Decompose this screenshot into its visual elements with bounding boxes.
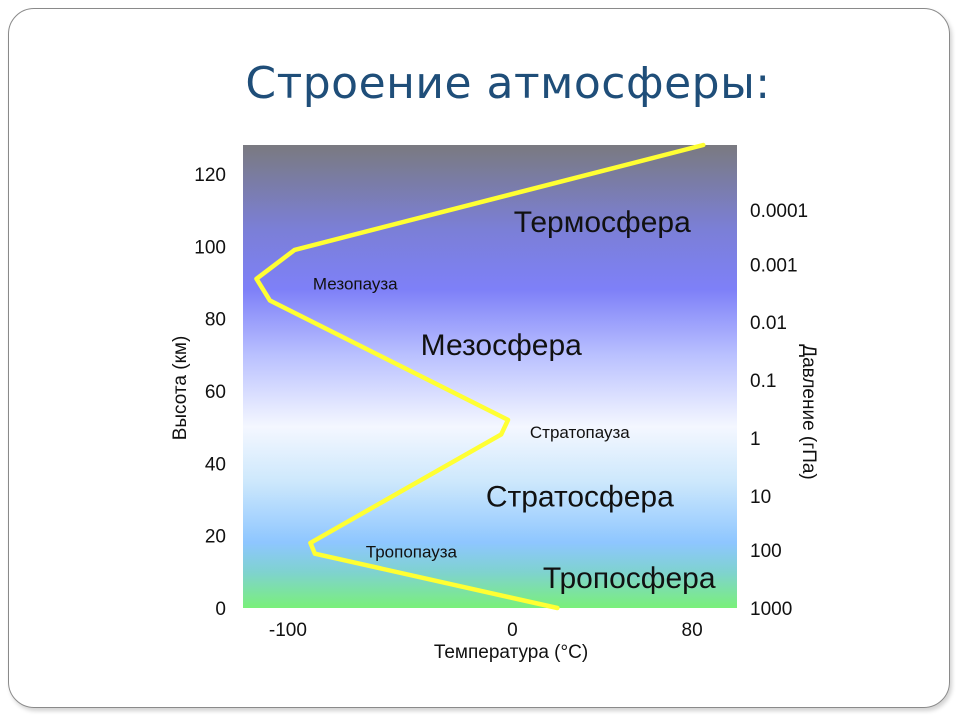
y-tick-label: 60 bbox=[205, 382, 226, 403]
pressure-tick-label: 1 bbox=[750, 429, 761, 450]
layer-label: Тропосфера bbox=[543, 562, 716, 595]
layer-label: Тропопауза bbox=[366, 542, 458, 561]
layer-label: Мезосфера bbox=[421, 329, 583, 362]
pressure-tick-label: 0.01 bbox=[750, 313, 787, 334]
pressure-tick-label: 100 bbox=[750, 541, 782, 562]
pressure-axis-title: Давление (гПа) bbox=[798, 344, 819, 480]
layer-label: Стратопауза bbox=[530, 423, 630, 442]
layer-label: Мезопауза bbox=[313, 275, 398, 294]
x-axis-title: Температура (°C) bbox=[434, 642, 588, 663]
x-tick-label: 0 bbox=[507, 620, 518, 641]
x-tick-label: -100 bbox=[269, 620, 307, 641]
y-tick-label: 40 bbox=[205, 454, 226, 475]
pressure-tick-label: 10 bbox=[750, 487, 771, 508]
y-tick-label: 80 bbox=[205, 310, 226, 331]
x-tick-label: 80 bbox=[682, 620, 703, 641]
plot-background bbox=[243, 145, 737, 608]
y-tick-label: 0 bbox=[215, 599, 226, 620]
layer-label: Стратосфера bbox=[486, 481, 674, 514]
slide-title: Строение атмосферы: bbox=[245, 58, 771, 109]
temperature-line bbox=[254, 142, 706, 611]
y-axis-title: Высота (км) bbox=[170, 336, 191, 441]
y-tick-label: 20 bbox=[205, 527, 226, 548]
y-tick-label: 120 bbox=[194, 165, 226, 186]
layer-label: Термосфера bbox=[514, 206, 691, 239]
y-tick-label: 100 bbox=[194, 237, 226, 258]
slide-frame bbox=[8, 8, 950, 708]
pressure-tick-label: 0.1 bbox=[750, 371, 776, 392]
pressure-tick-label: 0.0001 bbox=[750, 201, 808, 222]
pressure-tick-label: 0.001 bbox=[750, 255, 798, 276]
pressure-tick-label: 1000 bbox=[750, 599, 792, 620]
